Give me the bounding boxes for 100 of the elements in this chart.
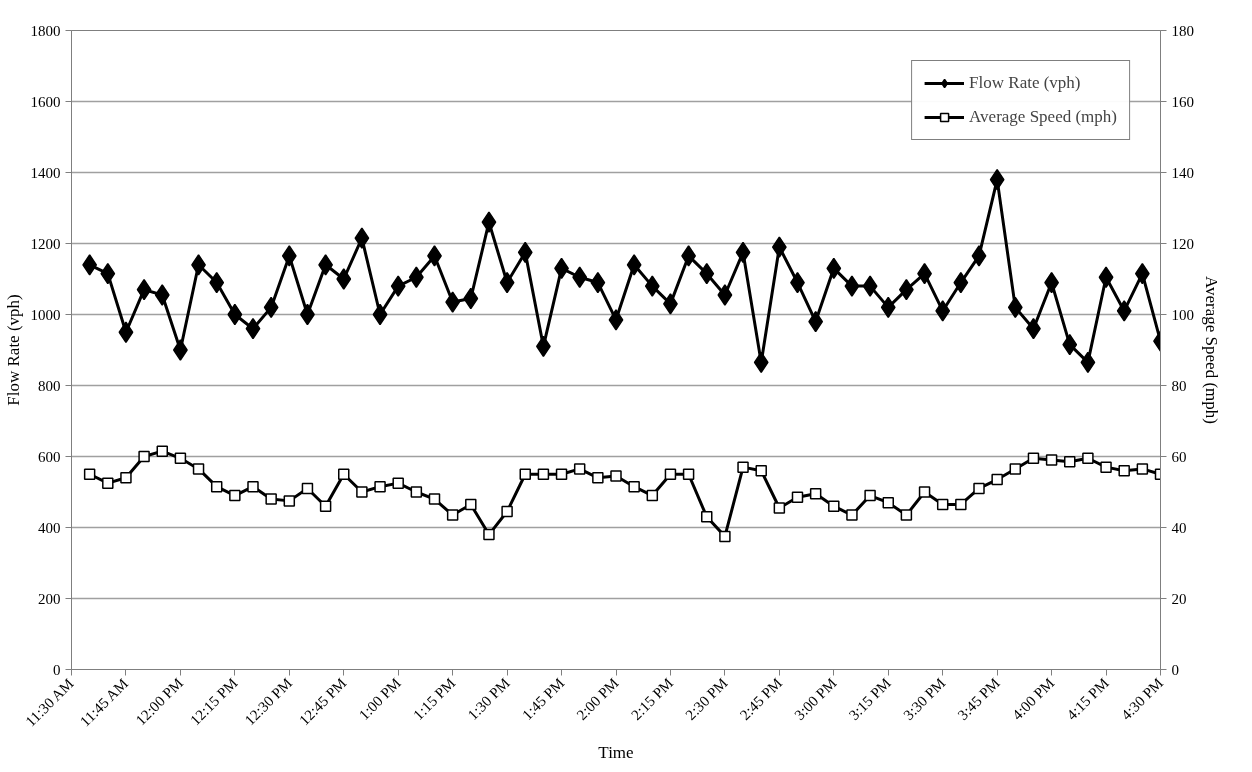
x-tick-label: 3:00 PM [791,674,840,723]
point [791,491,804,504]
y-tick-label: 800 [38,377,61,394]
point [971,245,987,267]
y2-tick-label: 120 [1171,235,1194,252]
point [138,450,150,463]
point [701,511,713,523]
point [301,482,314,495]
point [318,254,334,276]
point [773,502,786,514]
y-tick-label: 1600 [30,93,61,110]
y2-tick-label: 100 [1171,306,1194,323]
point [82,254,98,276]
legend-label: Flow Rate (vph) [969,73,1081,93]
x-tick-label: 3:45 PM [954,674,1003,723]
point [156,445,169,457]
point [1116,300,1132,322]
y2-tick-label: 180 [1171,22,1194,39]
point [172,339,188,361]
point [771,236,787,258]
point [283,495,296,507]
point [991,473,1003,486]
point [973,482,985,495]
point [608,309,624,331]
y2-axis-title: Average Speed (mph) [1202,276,1221,424]
x-tick-label: 4:15 PM [1063,674,1112,723]
x-axis-title: Time [598,743,634,763]
y2-tick-label: 60 [1171,448,1187,465]
point [719,530,731,543]
point [844,275,860,297]
y2-tick-label: 80 [1171,377,1187,394]
point [592,472,604,484]
y-tick-label: 600 [38,448,61,465]
point [626,254,642,276]
x-tick-label: 2:15 PM [627,674,677,723]
point [501,505,513,518]
x-tick-label: 1:45 PM [519,674,568,723]
point [864,489,876,502]
point [664,468,677,480]
point [154,284,170,306]
point [229,489,241,502]
point [1027,452,1040,465]
y-axis-title: Flow Rate (vph) [3,294,23,406]
point [519,468,531,480]
point [573,463,586,475]
x-tick-label: 1:30 PM [464,674,513,723]
point [1118,464,1130,477]
point [1100,461,1112,473]
point [737,461,749,473]
point [428,493,441,505]
y2-tick-label: 140 [1171,164,1194,181]
y-tick-label: 1000 [30,306,61,323]
point [555,468,568,480]
y2-tick-label: 160 [1171,93,1194,110]
point [936,498,949,511]
y-tick-label: 0 [53,661,61,678]
point [446,509,459,521]
point [882,496,894,509]
y-tick-label: 1800 [30,22,61,39]
x-tick-label: 4:30 PM [1118,674,1167,723]
point [1045,454,1058,466]
point [265,493,277,505]
point [392,477,404,489]
point [120,472,132,484]
point [862,275,878,297]
point [644,275,660,297]
point [374,480,386,493]
x-tick-label: 1:00 PM [355,674,404,723]
legend-label: Average Speed (mph) [969,107,1117,127]
point [174,452,187,465]
point [247,480,259,493]
point [935,300,951,322]
point [646,489,659,502]
point [118,321,134,343]
point [354,227,370,249]
point [572,266,588,288]
point [1136,463,1149,475]
point [319,500,332,512]
y-tick-label: 1200 [30,235,61,252]
x-tick-label: 2:30 PM [682,674,731,723]
point [390,275,406,297]
point [1098,266,1114,288]
point [481,211,497,233]
x-tick-label: 4:00 PM [1009,674,1058,723]
x-tick-label: 2:45 PM [736,674,786,723]
point [483,528,495,541]
point [682,468,695,480]
point [356,486,368,498]
y-tick-label: 200 [38,590,61,607]
y2-tick-label: 40 [1171,519,1187,536]
point [83,468,96,480]
point [610,470,622,482]
point [338,468,350,480]
point [955,498,967,511]
point [210,480,223,493]
point [1009,463,1022,475]
point [445,291,461,313]
point [410,486,423,498]
y2-tick-label: 0 [1171,661,1179,678]
point [192,463,205,475]
